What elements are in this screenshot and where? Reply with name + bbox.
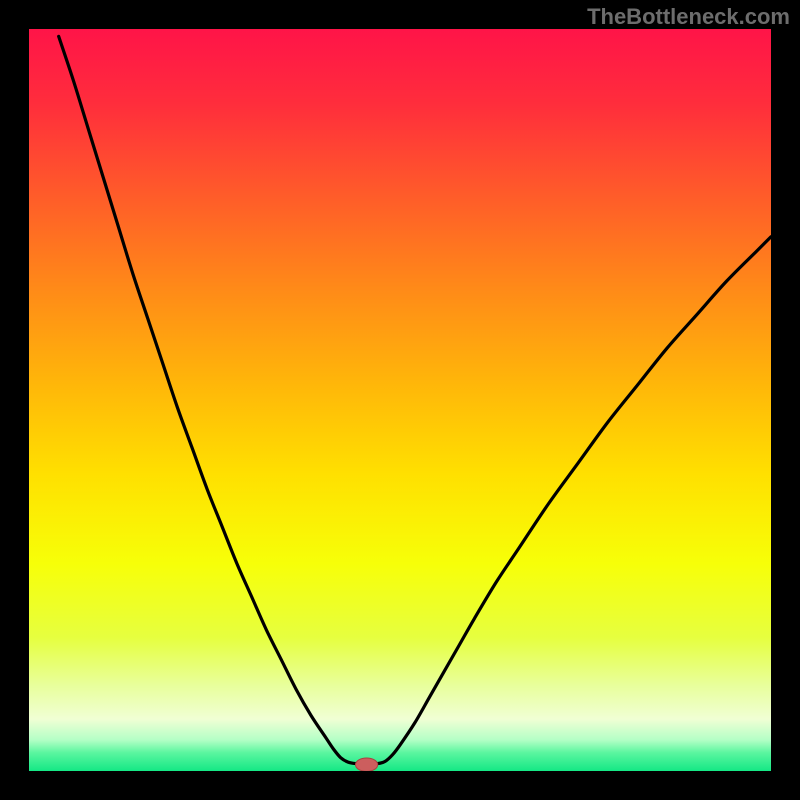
chart-container: TheBottleneck.com bbox=[0, 0, 800, 800]
optimal-marker bbox=[355, 758, 377, 771]
plot-area bbox=[29, 29, 771, 771]
gradient-background bbox=[29, 29, 771, 771]
chart-svg bbox=[29, 29, 771, 771]
watermark-text: TheBottleneck.com bbox=[587, 4, 790, 30]
